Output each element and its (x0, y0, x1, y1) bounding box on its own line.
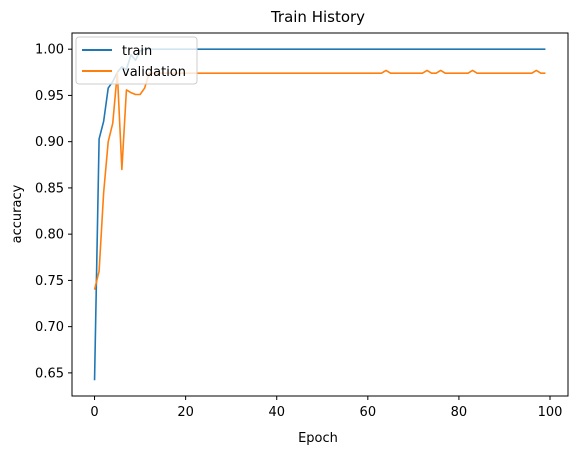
legend-box (75, 36, 198, 85)
y-tick-label: 0.80 (35, 228, 64, 243)
legend-label-validation: validation (122, 65, 186, 80)
y-tick-label: 0.90 (35, 135, 64, 150)
y-tick-label: 0.65 (35, 366, 64, 381)
y-tick-label: 0.85 (35, 181, 64, 196)
series-line-validation (93, 69, 546, 290)
y-tick-label: 0.75 (35, 274, 64, 289)
x-axis-ticks: 0 20 40 60 80 100 (90, 396, 562, 420)
y-axis-ticks: 0.65 0.70 0.75 0.80 0.85 0.90 0.95 1.00 (35, 43, 72, 381)
x-tick-label: 80 (451, 405, 468, 420)
y-tick-label: 1.00 (35, 43, 64, 58)
x-tick-label: 40 (268, 405, 285, 420)
x-tick-label: 20 (177, 405, 194, 420)
x-tick-label: 100 (538, 405, 563, 420)
series-line-train (93, 48, 546, 381)
x-tick-label: 60 (360, 405, 377, 420)
x-axis-label: Epoch (298, 431, 338, 446)
chart-title: Train History (270, 8, 365, 26)
legend: train validation (75, 36, 198, 85)
x-tick-label: 0 (90, 405, 98, 420)
y-tick-label: 0.70 (35, 320, 64, 335)
legend-label-train: train (122, 44, 152, 59)
axes-frame (71, 32, 569, 397)
y-axis-label: accuracy (10, 184, 25, 243)
series-group (93, 48, 546, 381)
plot-area: 0 20 40 60 80 100 0.65 0.70 0.75 0.80 0.85 0.90 0.9… (35, 32, 569, 420)
y-tick-label: 0.95 (35, 89, 64, 104)
